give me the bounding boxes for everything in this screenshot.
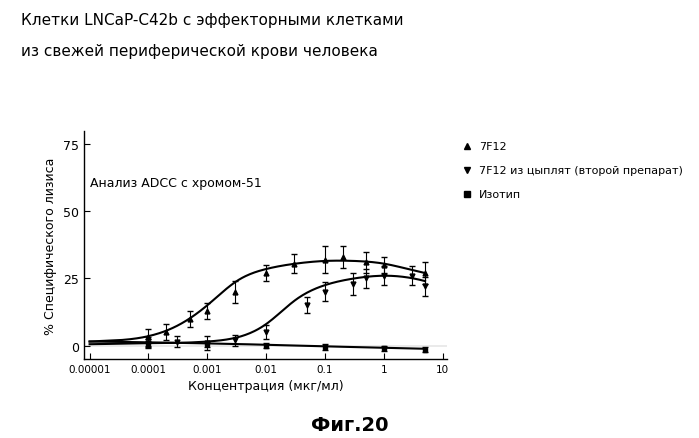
Y-axis label: % Специфического лизиса: % Специфического лизиса	[45, 157, 57, 334]
X-axis label: Концентрация (мкг/мл): Концентрация (мкг/мл)	[188, 380, 343, 392]
Text: Фиг.20: Фиг.20	[311, 415, 388, 434]
Text: Изотип: Изотип	[479, 190, 521, 200]
Text: из свежей периферической крови человека: из свежей периферической крови человека	[21, 44, 378, 59]
Text: Анализ ADCC с хромом-51: Анализ ADCC с хромом-51	[89, 177, 261, 190]
Text: 7F12: 7F12	[479, 142, 507, 152]
Text: Клетки LNCaP-C42b с эффекторными клетками: Клетки LNCaP-C42b с эффекторными клеткам…	[21, 13, 403, 28]
Text: 7F12 из цыплят (второй препарат): 7F12 из цыплят (второй препарат)	[479, 166, 683, 176]
